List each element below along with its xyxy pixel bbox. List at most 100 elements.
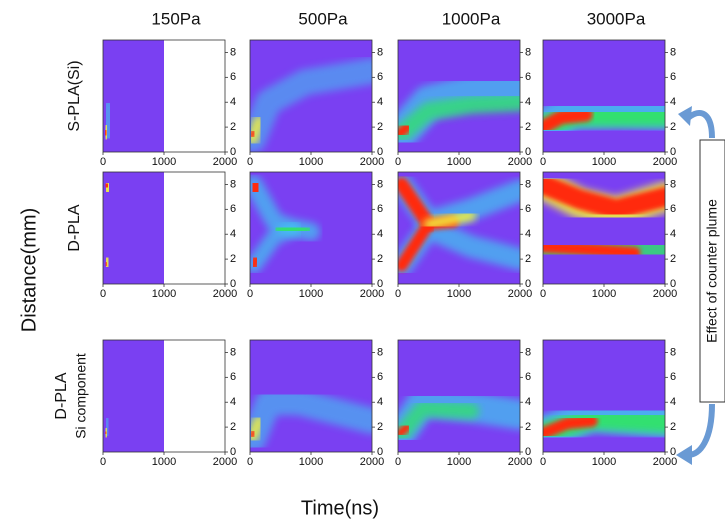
y-tick-label: 4 [670, 396, 676, 408]
x-axis-label: Time(ns) [301, 497, 379, 519]
y-tick-label: 6 [525, 203, 531, 215]
heatmap [543, 172, 665, 284]
y-tick-label: 6 [377, 203, 383, 215]
y-tick-label: 8 [670, 346, 676, 358]
x-tick-label: 1000 [152, 288, 176, 300]
y-tick-label: 4 [525, 96, 531, 108]
no-data [164, 172, 225, 284]
x-tick-label: 2000 [508, 456, 532, 468]
y-axis-label: Distance(mm) [18, 208, 40, 332]
x-tick-label: 1000 [299, 156, 323, 168]
intensity-band [250, 254, 262, 271]
y-tick-label: 0 [525, 446, 531, 458]
y-tick-label: 0 [670, 446, 676, 458]
annotation-box [699, 139, 725, 403]
heatmap [398, 40, 520, 152]
intensity-band [543, 174, 665, 220]
intensity-band [103, 179, 113, 192]
x-tick-label: 1000 [592, 156, 616, 168]
y-tick-label: 0 [230, 446, 236, 458]
row-sublabel: Si component [73, 353, 89, 439]
y-tick-label: 0 [377, 146, 383, 158]
x-tick-label: 1000 [447, 456, 471, 468]
heatmap [398, 340, 520, 452]
x-tick-label: 0 [395, 456, 401, 468]
x-tick-label: 1000 [152, 456, 176, 468]
y-tick-label: 8 [230, 346, 236, 358]
column-label: 1000Pa [442, 9, 501, 28]
column-label: 3000Pa [587, 9, 646, 28]
heatmap [250, 340, 372, 452]
y-tick-label: 4 [230, 396, 236, 408]
x-tick-label: 2000 [360, 156, 384, 168]
y-tick-label: 8 [377, 178, 383, 190]
y-tick-label: 8 [670, 178, 676, 190]
y-tick-label: 6 [525, 371, 531, 383]
y-tick-label: 2 [670, 253, 676, 265]
intensity-band [398, 423, 412, 438]
y-tick-label: 4 [377, 96, 383, 108]
arrow [686, 110, 715, 139]
intensity-band [103, 126, 111, 139]
y-tick-label: 6 [230, 371, 236, 383]
x-tick-label: 0 [100, 288, 106, 300]
intensity-band [250, 429, 257, 439]
x-tick-label: 2000 [653, 288, 677, 300]
y-tick-label: 8 [377, 346, 383, 358]
no-data [164, 40, 225, 152]
y-tick-label: 0 [670, 146, 676, 158]
y-tick-label: 6 [670, 203, 676, 215]
y-tick-label: 6 [230, 71, 236, 83]
intensity-band [543, 414, 598, 440]
x-tick-label: 0 [247, 288, 253, 300]
y-tick-label: 6 [670, 71, 676, 83]
x-tick-label: 2000 [360, 456, 384, 468]
x-tick-label: 1000 [299, 288, 323, 300]
row-label: D-PLA [53, 372, 70, 419]
x-tick-label: 2000 [213, 288, 237, 300]
y-tick-label: 4 [525, 396, 531, 408]
intensity-band [250, 176, 266, 199]
x-tick-label: 0 [247, 456, 253, 468]
row-label: D-PLA [66, 204, 83, 251]
y-tick-label: 2 [377, 253, 383, 265]
y-tick-label: 2 [230, 253, 236, 265]
x-tick-label: 2000 [508, 156, 532, 168]
x-tick-label: 0 [395, 156, 401, 168]
x-tick-label: 0 [247, 156, 253, 168]
x-tick-label: 1000 [592, 288, 616, 300]
x-tick-label: 0 [540, 456, 546, 468]
intensity-band [103, 259, 110, 269]
x-tick-label: 2000 [213, 156, 237, 168]
x-tick-label: 0 [540, 288, 546, 300]
y-tick-label: 0 [525, 278, 531, 290]
y-tick-label: 8 [377, 46, 383, 58]
intensity-band [423, 210, 477, 230]
x-tick-label: 1000 [447, 156, 471, 168]
intensity-band [103, 429, 110, 437]
y-tick-label: 6 [230, 203, 236, 215]
heatmap [543, 340, 665, 452]
y-tick-label: 0 [230, 278, 236, 290]
y-tick-label: 6 [377, 71, 383, 83]
y-tick-label: 4 [230, 96, 236, 108]
intensity-band [543, 240, 641, 259]
y-tick-label: 2 [230, 421, 236, 433]
y-tick-label: 0 [670, 278, 676, 290]
intensity-band [398, 122, 413, 139]
y-tick-label: 2 [670, 421, 676, 433]
no-data [164, 340, 225, 452]
heatmap [103, 172, 225, 284]
x-tick-label: 0 [395, 288, 401, 300]
x-tick-label: 1000 [299, 456, 323, 468]
